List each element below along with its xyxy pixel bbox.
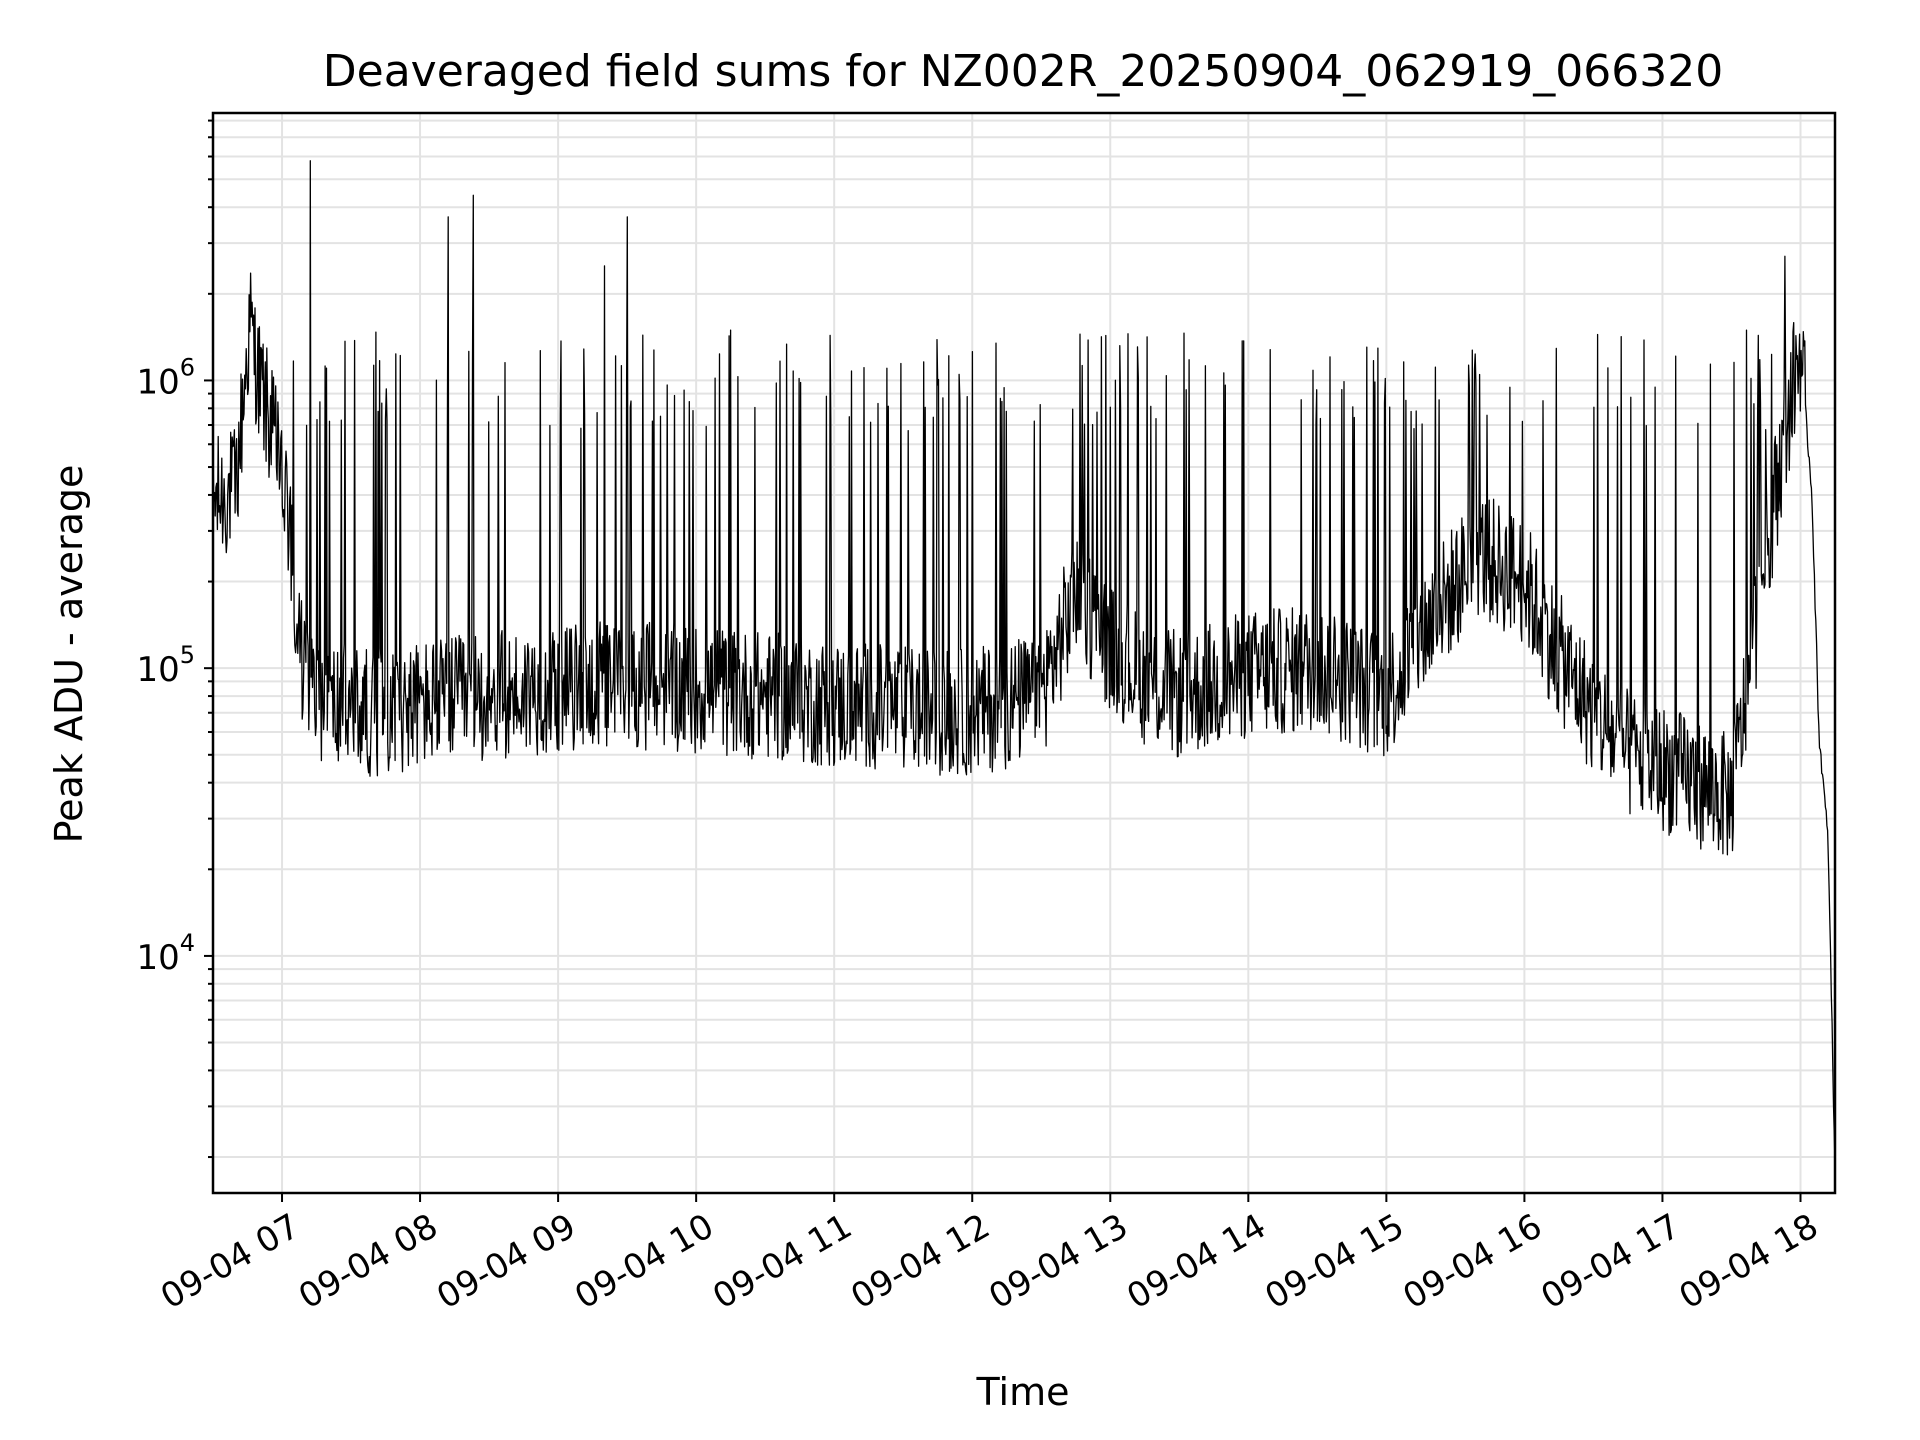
grid [213, 113, 1835, 1193]
plot-frame [211, 111, 1837, 1195]
x-axis-label: Time [976, 1370, 1070, 1414]
y-tick-label: 104 [136, 929, 195, 978]
y-tick-label: 105 [136, 641, 195, 690]
y-axis-label: Peak ADU - average [47, 465, 91, 844]
series-line [212, 160, 1836, 1165]
y-tick-label: 106 [136, 353, 195, 402]
chart-title: Deaveraged field sums for NZ002R_2025090… [323, 46, 1723, 97]
